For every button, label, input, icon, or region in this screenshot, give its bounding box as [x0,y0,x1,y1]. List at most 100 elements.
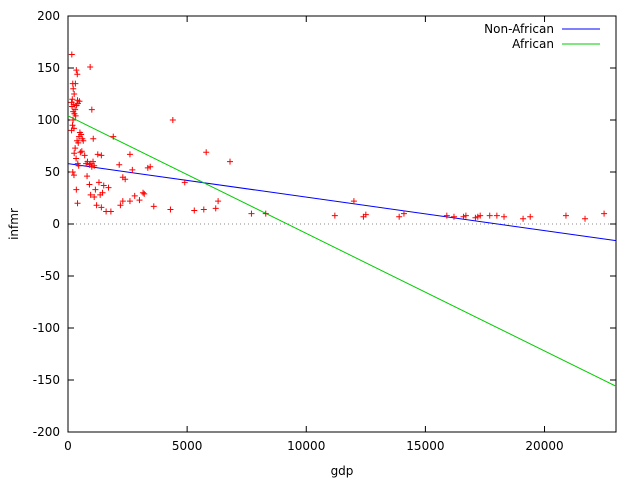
data-point [98,152,105,159]
x-tick-label: 10000 [287,439,325,453]
data-point [248,210,255,217]
data-point [98,204,105,211]
data-point [181,179,188,186]
data-point [86,181,93,188]
data-point [68,127,75,134]
plot-border [67,15,617,433]
legend-label-african: African [512,37,554,51]
data-point [95,179,102,186]
data-point [70,172,77,179]
data-point [105,184,112,191]
data-point [72,145,79,152]
data-point [87,191,94,198]
data-point [94,151,101,158]
x-axis: 0 5000 10000 15000 20000 [64,16,564,453]
x-tick-label: 15000 [406,439,444,453]
data-point [200,206,207,213]
data-point [150,203,157,210]
data-point [99,189,106,196]
data-point [73,155,80,162]
data-point [203,149,210,156]
y-tick-label: 150 [37,61,60,75]
data-point [90,135,97,142]
data-point [73,186,80,193]
data-point [92,186,99,193]
data-point [486,212,493,219]
y-tick-label: -200 [33,425,60,439]
data-point [129,166,136,173]
fit-line-african [67,115,617,387]
data-point [69,169,76,175]
y-axis-label: infmr [7,208,21,240]
x-tick-label: 0 [64,439,72,453]
data-point [91,193,98,200]
data-point [69,122,76,129]
data-point [527,213,534,220]
data-point [87,63,94,70]
data-point [126,198,133,205]
data-point [88,106,95,113]
data-point [350,198,357,205]
data-point [167,206,174,213]
plot-frame [67,15,617,433]
data-point [71,91,78,97]
x-tick-label: 20000 [525,439,563,453]
data-point [75,162,82,169]
data-point [119,198,126,205]
x-tick-label: 5000 [172,439,203,453]
data-points [68,51,608,222]
data-point [462,212,469,219]
y-tick-label: 100 [37,113,60,127]
data-point [100,182,107,189]
data-point [262,210,269,217]
data-point [90,158,97,165]
data-point [601,210,608,217]
data-point [140,189,147,196]
fit-line-non-african [67,163,617,242]
data-point [110,133,117,140]
data-point [107,208,114,215]
data-point [501,213,508,220]
data-point [84,158,91,165]
y-tick-label: -150 [33,373,60,387]
y-tick-label: 50 [45,165,60,179]
data-point [562,212,569,219]
y-axis: -200 -150 -100 -50 0 50 100 150 200 [33,9,616,439]
data-point [73,67,80,74]
data-point [126,151,133,158]
data-point [70,85,77,92]
data-point [74,71,81,78]
data-point [191,207,198,214]
data-point [68,51,75,58]
data-point [69,96,76,103]
data-point [450,213,457,220]
fit-lines [67,115,617,387]
data-point [81,152,88,159]
data-point [131,192,138,199]
data-point [73,102,80,109]
data-point [212,205,219,212]
data-point [70,117,77,123]
data-point [116,161,123,168]
data-point [331,212,338,219]
data-point [477,212,484,219]
legend-label-non-african: Non-African [484,22,554,36]
y-tick-label: -100 [33,321,60,335]
data-point [74,200,81,207]
data-point [493,212,500,219]
data-point [78,131,85,138]
data-point [400,210,407,217]
data-point [582,215,589,222]
data-point [72,80,79,87]
data-point [396,213,403,220]
data-point [75,139,82,146]
data-point [93,202,100,209]
y-tick-label: 200 [37,9,60,23]
data-point [227,158,234,165]
y-tick-label: 0 [52,217,60,231]
data-point [72,112,79,119]
data-point [147,163,154,170]
data-point [362,211,369,218]
data-point [169,117,176,123]
